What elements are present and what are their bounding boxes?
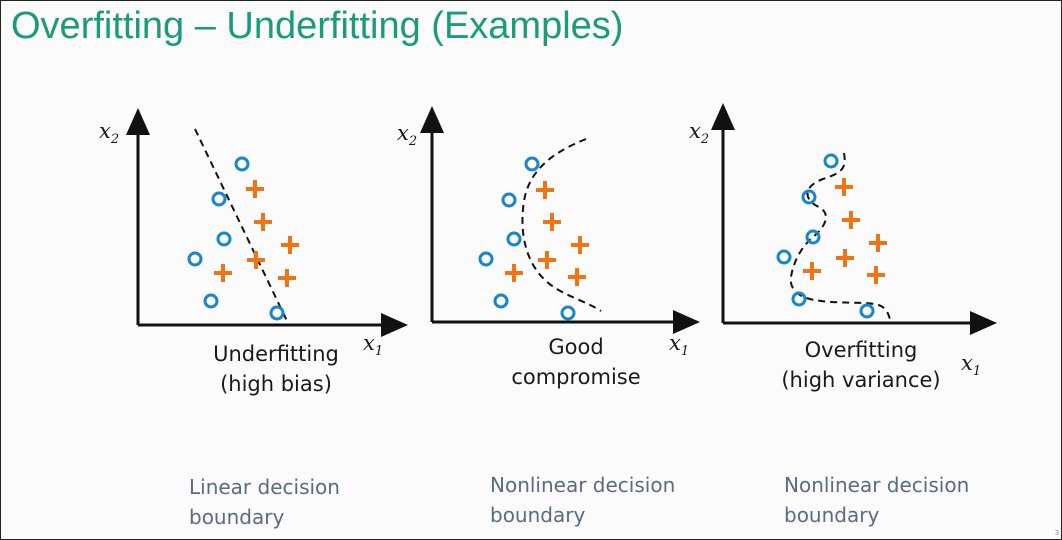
x-axis-label: x1: [669, 331, 690, 360]
plus-marker-icon: [568, 268, 586, 286]
circle-marker-icon: [859, 303, 875, 319]
plus-marker-icon: [543, 213, 561, 231]
plus-marker-icon: [254, 213, 272, 231]
plus-marker-icon: [246, 180, 264, 198]
plus-marker-icon: [536, 181, 554, 199]
circle-marker-icon: [801, 189, 817, 205]
circle-marker-icon: [478, 251, 494, 267]
caption-linear-boundary: Linear decision boundary: [189, 475, 340, 529]
circle-marker-icon: [776, 249, 792, 265]
y-axis-label: x2: [99, 119, 120, 148]
plus-marker-icon: [247, 251, 265, 269]
circle-marker-icon: [234, 156, 250, 172]
plus-marker-icon: [538, 251, 556, 269]
circle-marker-icon: [506, 231, 522, 247]
panel-underfitting: [126, 108, 408, 337]
circle-marker-icon: [805, 229, 821, 245]
caption-nonlinear-boundary: Nonlinear decision boundary: [490, 473, 676, 527]
circle-marker-icon: [791, 291, 807, 307]
plus-marker-icon: [836, 249, 854, 267]
plus-marker-icon: [835, 178, 853, 196]
plus-marker-icon: [803, 262, 821, 280]
circle-marker-icon: [493, 293, 509, 309]
circle-marker-icon: [823, 153, 839, 169]
plus-marker-icon: [571, 236, 589, 254]
y-axis-label: x2: [397, 121, 418, 150]
panel-overfitting: [711, 103, 997, 335]
circle-marker-icon: [187, 251, 203, 267]
panel-label-good-compromise: Good compromise: [511, 335, 641, 389]
y-axis-label: x2: [689, 119, 710, 148]
decision-boundary: [521, 138, 602, 312]
circle-marker-icon: [560, 305, 576, 321]
panel-label-overfitting: Overfitting (high variance): [781, 338, 941, 392]
slide-title: Overfitting – Underfitting (Examples): [11, 5, 624, 47]
circle-marker-icon: [216, 231, 232, 247]
caption-nonlinear-boundary: Nonlinear decision boundary: [784, 473, 970, 527]
circle-marker-icon: [524, 156, 540, 172]
plus-marker-icon: [214, 264, 232, 282]
panel-label-underfitting: Underfitting (high bias): [213, 342, 339, 396]
x-axis-label: x1: [961, 351, 982, 380]
circle-marker-icon: [269, 305, 285, 321]
plus-marker-icon: [278, 269, 296, 287]
page-number: 3: [1055, 530, 1059, 537]
x-axis-label: x1: [363, 331, 384, 360]
circle-marker-icon: [203, 293, 219, 309]
plus-marker-icon: [281, 236, 299, 254]
plus-marker-icon: [842, 211, 860, 229]
plus-marker-icon: [869, 234, 887, 252]
plus-marker-icon: [867, 266, 885, 284]
circle-marker-icon: [501, 192, 517, 208]
panel-good-compromise: [420, 106, 700, 334]
plus-marker-icon: [505, 264, 523, 282]
circle-marker-icon: [211, 191, 227, 207]
